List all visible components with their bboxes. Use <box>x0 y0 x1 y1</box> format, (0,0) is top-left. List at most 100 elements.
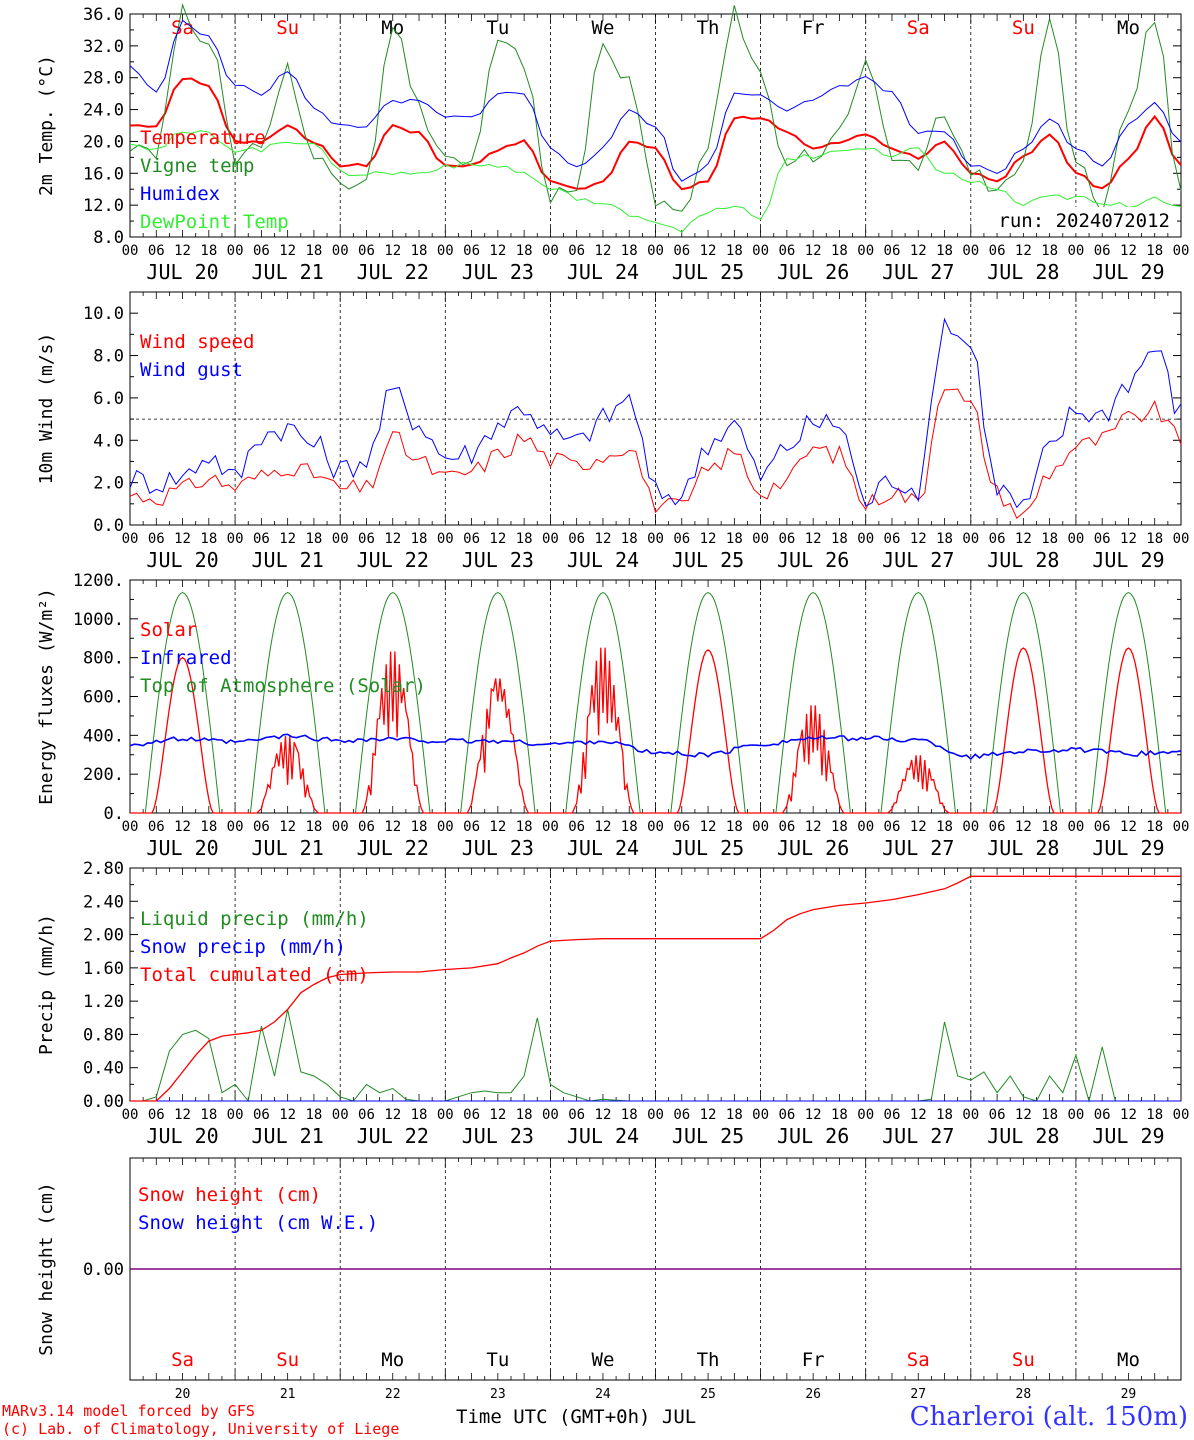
hour-tick-label: 00 <box>857 1107 874 1123</box>
y-tick-label: 200. <box>83 765 124 785</box>
y-tick-label: 600. <box>83 688 124 708</box>
day-label: JUL 29 <box>1092 260 1164 284</box>
hour-tick-label: 18 <box>1041 1107 1058 1123</box>
y-tick-label: 0. <box>104 804 124 824</box>
day-label: JUL 24 <box>567 548 639 572</box>
y-tick-label: 2.40 <box>83 892 124 912</box>
day-number-label: 21 <box>280 1387 296 1402</box>
hour-tick-label: 12 <box>489 1107 506 1123</box>
y-tick-label: 8.0 <box>93 347 124 367</box>
hour-tick-label: 06 <box>673 243 690 259</box>
day-label: JUL 26 <box>777 548 849 572</box>
day-label: JUL 26 <box>777 1124 849 1148</box>
legend-entry: Snow height (cm) <box>138 1184 321 1206</box>
y-tick-label: 4.0 <box>93 431 124 451</box>
hour-tick-label: 18 <box>305 243 322 259</box>
hour-tick-label: 18 <box>200 1107 217 1123</box>
hour-tick-label: 12 <box>910 1107 927 1123</box>
hour-tick-label: 00 <box>332 819 349 835</box>
y-tick-label: 36.0 <box>83 5 124 25</box>
weekday-label: Fr <box>802 17 825 39</box>
day-number-label: 28 <box>1016 1387 1032 1402</box>
day-label: JUL 25 <box>672 836 744 860</box>
hour-tick-label: 12 <box>174 819 191 835</box>
hour-tick-label: 06 <box>358 819 375 835</box>
hour-tick-label: 18 <box>621 243 638 259</box>
hour-tick-label: 00 <box>1067 1107 1084 1123</box>
run-label: run: 2024072012 <box>998 210 1170 232</box>
hour-tick-label: 00 <box>857 819 874 835</box>
day-label: JUL 24 <box>567 1124 639 1148</box>
hour-tick-label: 06 <box>463 531 480 547</box>
day-label: JUL 23 <box>462 836 534 860</box>
hour-tick-label: 12 <box>384 243 401 259</box>
hour-tick-label: 00 <box>1067 531 1084 547</box>
hour-tick-label: 12 <box>910 819 927 835</box>
day-label: JUL 28 <box>987 548 1059 572</box>
hour-tick-label: 06 <box>884 819 901 835</box>
day-label: JUL 21 <box>252 1124 324 1148</box>
y-tick-label: 20.0 <box>83 132 124 152</box>
hour-tick-label: 00 <box>857 243 874 259</box>
hour-tick-label: 12 <box>1120 819 1137 835</box>
hour-tick-label: 06 <box>1094 1107 1111 1123</box>
hour-tick-label: 18 <box>1041 531 1058 547</box>
day-label: JUL 25 <box>672 548 744 572</box>
hour-tick-label: 00 <box>332 531 349 547</box>
hour-tick-label: 18 <box>516 243 533 259</box>
hour-tick-label: 18 <box>831 1107 848 1123</box>
hour-tick-label: 00 <box>1173 531 1190 547</box>
y-tick-label: 1.20 <box>83 992 124 1012</box>
hour-tick-label: 00 <box>962 819 979 835</box>
y-tick-label: 0.0 <box>93 516 124 536</box>
weekday-label: Su <box>1012 17 1035 39</box>
hour-tick-label: 18 <box>411 531 428 547</box>
legend-entry: Wind gust <box>140 359 243 381</box>
hour-tick-label: 12 <box>174 1107 191 1123</box>
hour-tick-label: 06 <box>568 819 585 835</box>
hour-tick-label: 00 <box>752 531 769 547</box>
legend-entry: Humidex <box>140 183 220 205</box>
hour-tick-label: 12 <box>384 819 401 835</box>
hour-tick-label: 12 <box>805 243 822 259</box>
hour-tick-label: 06 <box>148 531 165 547</box>
temp-series-vigne-temp <box>129 3 1182 215</box>
hour-tick-label: 18 <box>831 819 848 835</box>
day-label: JUL 21 <box>252 260 324 284</box>
day-label: JUL 29 <box>1092 1124 1164 1148</box>
day-label: JUL 22 <box>357 548 429 572</box>
hour-tick-label: 12 <box>910 243 927 259</box>
day-label: JUL 23 <box>462 1124 534 1148</box>
y-axis-label: Snow height (cm) <box>36 1182 57 1355</box>
weekday-label-bottom: We <box>592 1349 615 1371</box>
hour-tick-label: 00 <box>1173 819 1190 835</box>
hour-tick-label: 06 <box>568 531 585 547</box>
hour-tick-label: 00 <box>227 531 244 547</box>
hour-tick-label: 06 <box>568 243 585 259</box>
day-number-label: 22 <box>385 1387 401 1402</box>
day-label: JUL 24 <box>567 260 639 284</box>
hour-tick-label: 18 <box>305 819 322 835</box>
legend-entry: Snow height (cm W.E.) <box>138 1212 378 1234</box>
hour-tick-label: 00 <box>647 1107 664 1123</box>
day-label: JUL 27 <box>882 548 954 572</box>
day-number-label: 23 <box>490 1387 506 1402</box>
hour-tick-label: 18 <box>621 1107 638 1123</box>
hour-tick-label: 00 <box>122 819 139 835</box>
hour-tick-label: 06 <box>358 531 375 547</box>
energy-panel: 1200. 1000. 800. 600. 400. 200. 0. Energy fluxe… <box>36 571 1189 860</box>
day-label: JUL 20 <box>146 1124 218 1148</box>
y-axis-label: Energy fluxes (W/m²) <box>36 588 57 805</box>
legend-entry: Top of Atmosphere (Solar) <box>140 675 426 697</box>
y-tick-label: 0.00 <box>83 1092 124 1112</box>
hour-tick-label: 18 <box>621 531 638 547</box>
y-tick-label: 1.60 <box>83 959 124 979</box>
run-label-bg <box>985 207 1175 233</box>
hour-tick-label: 18 <box>1146 819 1163 835</box>
hour-tick-label: 06 <box>989 1107 1006 1123</box>
weekday-label: Su <box>276 17 299 39</box>
hour-tick-label: 00 <box>752 819 769 835</box>
hour-tick-label: 18 <box>516 819 533 835</box>
hour-tick-label: 00 <box>122 1107 139 1123</box>
